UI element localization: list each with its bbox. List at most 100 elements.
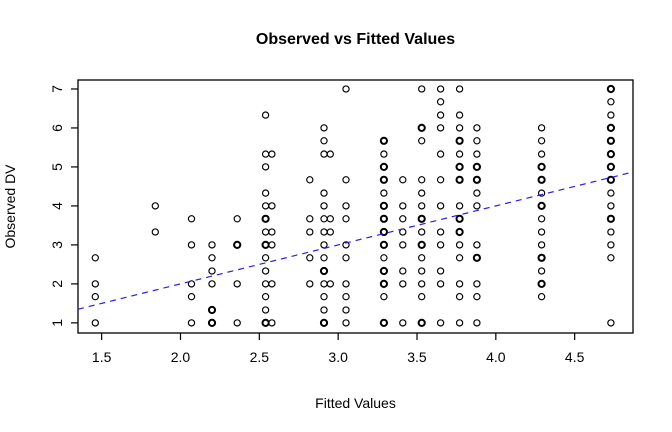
x-tick-label: 3.5 [407,349,427,365]
plot-box [77,79,634,334]
data-point [473,137,481,145]
data-point [418,280,426,288]
data-point [380,254,388,262]
data-point [326,150,334,158]
reference-line [77,171,634,310]
data-point [268,150,276,158]
data-point [417,318,426,327]
data-point [606,84,616,94]
data-point [537,293,546,301]
data-point [342,306,350,314]
data-point [91,293,99,301]
data-point [606,136,616,145]
y-tick-label: 3 [49,241,65,249]
data-point [607,254,615,262]
data-point [399,176,407,184]
data-point [455,162,464,171]
data-point [342,176,350,184]
data-point [418,189,426,197]
y-tick-label: 1 [49,319,65,327]
data-point [607,228,615,236]
data-point [436,280,445,288]
data-point [418,254,426,262]
data-point [399,241,407,249]
data-point [537,253,546,262]
x-tick-label: 4.5 [565,349,585,365]
y-tick-label: 7 [49,85,65,93]
data-point [208,280,216,288]
data-point [320,228,328,236]
data-point [379,136,388,145]
data-point [473,241,481,249]
data-point [207,305,217,315]
x-tick-label: 3.0 [328,349,348,365]
data-point [473,189,481,197]
data-point [418,202,426,210]
data-point [208,254,216,262]
data-point [537,175,546,184]
data-point [606,150,616,159]
data-point [607,98,615,106]
data-point [268,228,276,236]
data-point [607,241,615,249]
data-point [607,319,615,327]
data-point [418,267,426,275]
data-point [320,202,328,210]
data-point [399,267,407,275]
data-point [342,280,350,288]
data-point [306,176,314,184]
data-point [399,215,407,223]
data-point [455,293,464,301]
data-point [379,279,388,288]
data-point [436,111,445,119]
data-point [473,202,481,210]
data-point [537,162,546,171]
data-point [537,241,546,249]
data-point [380,293,388,301]
data-point [268,241,276,249]
data-point [261,254,270,262]
data-point [342,85,350,93]
data-point [326,228,334,236]
data-point [418,85,426,93]
data-point [320,150,328,158]
data-point [455,241,464,249]
data-point [455,124,464,132]
data-point [455,150,464,158]
x-tick-label: 1.5 [92,349,112,365]
data-point [187,293,196,301]
data-point [326,280,334,288]
data-point [342,215,350,223]
data-point [472,162,481,171]
data-point [399,280,407,288]
data-point [261,163,270,171]
data-point [418,176,426,184]
data-point [399,202,407,210]
data-point [320,293,328,301]
data-point [91,319,99,327]
data-point [342,293,350,301]
data-point [261,214,270,223]
data-point [379,240,388,249]
data-point [342,241,350,249]
data-point [268,280,276,288]
data-point [607,111,615,119]
data-point [380,150,388,158]
x-tick-label: 2.5 [250,349,270,365]
data-point [455,136,464,145]
data-point [208,241,216,249]
data-point [606,175,616,184]
data-point [306,254,314,262]
data-point [151,202,159,210]
data-point [306,228,314,236]
data-point [187,319,196,327]
data-point [455,175,464,184]
data-point [417,240,426,249]
x-axis-label: Fitted Values [315,395,396,411]
data-point [306,215,314,223]
data-point [306,280,314,288]
data-point [187,215,196,223]
y-tick-label: 5 [49,163,65,171]
